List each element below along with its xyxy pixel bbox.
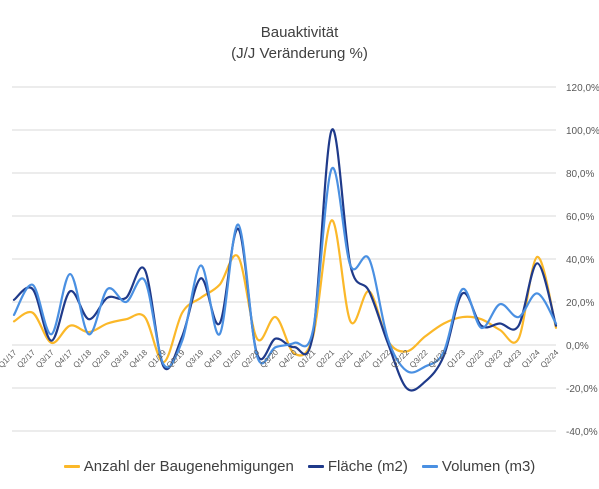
x-tick-label: Q4/19 [202,348,224,370]
x-tick-label: Q2/22 [389,348,411,370]
x-tick-label: Q3/21 [333,348,355,370]
series-line-2 [12,166,558,374]
legend-label-1: Fläche (m2) [327,457,408,475]
x-tick-label: Q1/18 [71,348,93,370]
x-tick-label: Q2/17 [15,348,37,370]
x-tick-label: Q3/20 [258,348,280,370]
legend-item-0: Anzahl der Baugenehmigungen [63,457,294,475]
y-tick-label: 20,0% [566,298,594,309]
y-tick-label: 0,0% [566,341,589,352]
x-tick-label: Q3/18 [109,348,131,370]
x-tick-label: Q2/23 [464,348,486,370]
x-tick-label: Q2/21 [314,348,336,370]
x-tick-label: Q4/18 [127,348,149,370]
y-tick-label: 60,0% [566,212,594,223]
legend: Anzahl der Baugenehmigungen Fläche (m2) … [0,455,599,477]
series-line-1 [12,128,558,392]
x-tick-label: Q4/17 [53,348,75,370]
series-line-0 [12,219,558,364]
legend-label-0: Anzahl der Baugenehmigungen [83,457,294,475]
x-tick-label: Q2/20 [240,348,262,370]
x-tick-label: Q3/22 [408,348,430,370]
y-tick-label: -40,0% [566,427,598,438]
y-tick-label: 40,0% [566,255,594,266]
chart-title: Bauaktivität [260,24,339,41]
legend-swatch-1 [307,464,324,468]
x-tick-label: Q1/23 [445,348,467,370]
x-tick-label: Q2/19 [165,348,187,370]
y-tick-label: 80,0% [566,169,594,180]
legend-item-2: Volumen (m3) [421,457,536,475]
x-tick-label: Q4/23 [501,348,523,370]
x-tick-label: Q1/24 [520,348,542,370]
x-tick-label: Q4/20 [277,348,299,370]
x-tick-label: Q1/20 [221,348,243,370]
legend-swatch-0 [63,464,80,468]
y-tick-label: 100,0% [566,126,599,137]
legend-swatch-2 [421,464,438,468]
x-tick-label: Q2/18 [90,348,112,370]
legend-item-1: Fläche (m2) [307,457,408,475]
x-tick-label: Q4/22 [426,348,448,370]
x-tick-label: Q1/22 [370,348,392,370]
x-tick-label: Q1/19 [146,348,168,370]
y-tick-label: -20,0% [566,384,598,395]
x-tick-label: Q3/19 [184,348,206,370]
y-tick-label: 120,0% [566,83,599,94]
chart-subtitle: (J/J Veränderung %) [231,45,368,62]
legend-label-2: Volumen (m3) [441,457,536,475]
x-tick-label: Q3/23 [483,348,505,370]
x-tick-label: Q2/24 [539,348,561,370]
x-tick-label: Q1/21 [296,348,318,370]
x-tick-label: Q4/21 [352,348,374,370]
x-tick-label: Q1/17 [0,348,19,370]
x-tick-label: Q3/17 [34,348,56,370]
